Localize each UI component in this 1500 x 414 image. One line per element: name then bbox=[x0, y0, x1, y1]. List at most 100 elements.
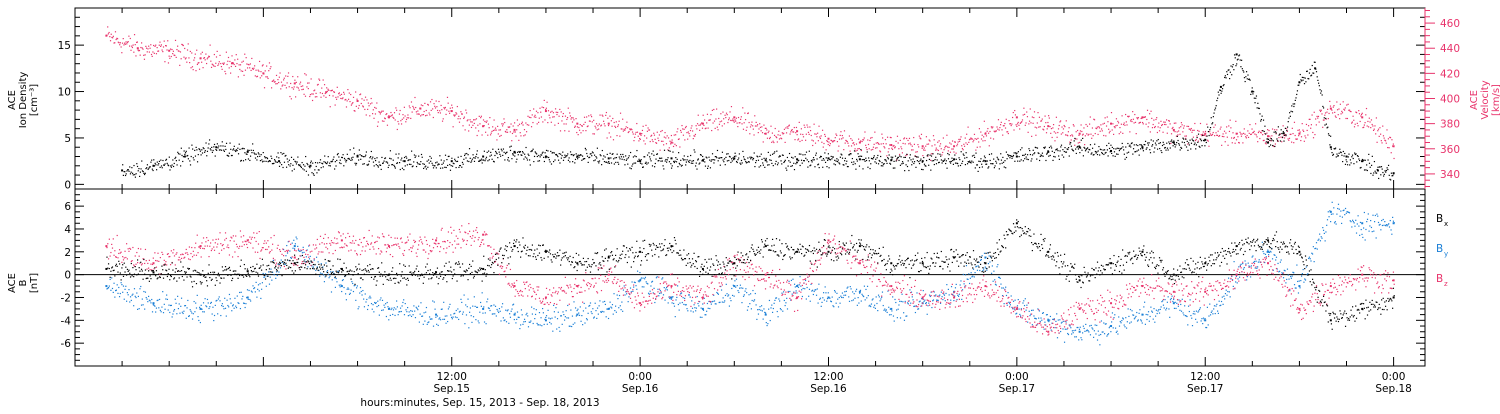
velocity-series-sample bbox=[237, 59, 238, 60]
by-series-sample bbox=[466, 314, 467, 315]
density-series-sample bbox=[1153, 140, 1154, 141]
density-series-sample bbox=[650, 160, 651, 161]
density-series-sample bbox=[198, 154, 199, 155]
velocity-series-sample bbox=[279, 77, 280, 78]
by-series-sample bbox=[265, 273, 266, 274]
density-series-sample bbox=[768, 164, 769, 165]
density-series-sample bbox=[554, 152, 555, 153]
density-series-sample bbox=[1125, 146, 1126, 147]
velocity-series-sample bbox=[585, 130, 586, 131]
by-series-sample bbox=[754, 299, 755, 300]
by-series-sample bbox=[840, 296, 841, 297]
density-series-sample bbox=[1271, 138, 1272, 139]
density-series-sample bbox=[809, 151, 810, 152]
velocity-series-sample bbox=[681, 125, 682, 126]
velocity-series-sample bbox=[191, 52, 192, 53]
density-series-sample bbox=[798, 160, 799, 161]
velocity-series-sample bbox=[556, 112, 557, 113]
density-series-sample bbox=[843, 164, 844, 165]
velocity-series-sample bbox=[799, 122, 800, 123]
density-series-sample bbox=[1206, 142, 1207, 143]
velocity-series-sample bbox=[671, 135, 672, 136]
density-series-sample bbox=[1018, 151, 1019, 152]
density-series-sample bbox=[766, 161, 767, 162]
velocity-series-sample bbox=[1017, 123, 1018, 124]
density-series-sample bbox=[800, 165, 801, 166]
velocity-series-sample bbox=[298, 87, 299, 88]
density-series-sample bbox=[776, 151, 777, 152]
density-series-sample bbox=[1019, 161, 1020, 162]
density-series-sample bbox=[1129, 146, 1130, 147]
density-series-sample bbox=[125, 175, 126, 176]
by-series-sample bbox=[453, 316, 454, 317]
by-series-sample bbox=[345, 293, 346, 294]
velocity-series-sample bbox=[322, 93, 323, 94]
velocity-series-sample bbox=[320, 97, 321, 98]
density-series-sample bbox=[250, 156, 251, 157]
density-series-sample bbox=[220, 149, 221, 150]
velocity-series-sample bbox=[849, 135, 850, 136]
density-series-sample bbox=[778, 162, 779, 163]
density-series-sample bbox=[811, 160, 812, 161]
by-series-sample bbox=[883, 305, 884, 306]
velocity-series-sample bbox=[1156, 117, 1157, 118]
velocity-series-sample bbox=[161, 44, 162, 45]
density-series-sample bbox=[646, 163, 647, 164]
by-series-sample bbox=[456, 317, 457, 318]
density-series-sample bbox=[400, 159, 401, 160]
density-series-sample bbox=[503, 148, 504, 149]
density-series-sample bbox=[635, 162, 636, 163]
by-series-sample bbox=[140, 286, 141, 287]
by-series-sample bbox=[828, 292, 829, 293]
velocity-series-sample bbox=[265, 76, 266, 77]
density-series-sample bbox=[1132, 142, 1133, 143]
by-series-sample bbox=[208, 308, 209, 309]
by-series-sample bbox=[800, 286, 801, 287]
velocity-series-sample bbox=[313, 93, 314, 94]
velocity-series-sample bbox=[783, 133, 784, 134]
by-series-sample bbox=[325, 262, 326, 263]
velocity-series-sample bbox=[1321, 110, 1322, 111]
velocity-series-sample bbox=[491, 131, 492, 132]
by-series-sample bbox=[361, 294, 362, 295]
velocity-series-sample bbox=[1116, 118, 1117, 119]
density-series-sample bbox=[793, 163, 794, 164]
density-series-sample bbox=[337, 154, 338, 155]
density-series-sample bbox=[1105, 152, 1106, 153]
density-series-sample bbox=[705, 166, 706, 167]
by-series-sample bbox=[336, 281, 337, 282]
velocity-series-sample bbox=[1278, 137, 1279, 138]
velocity-series-sample bbox=[1367, 125, 1368, 126]
velocity-series-sample bbox=[734, 119, 735, 120]
velocity-series-sample bbox=[154, 46, 155, 47]
density-series-sample bbox=[1079, 145, 1080, 146]
velocity-series-sample bbox=[1376, 117, 1377, 118]
velocity-series-sample bbox=[542, 121, 543, 122]
density-series-sample bbox=[939, 154, 940, 155]
by-series-sample bbox=[200, 322, 201, 323]
by-series-sample bbox=[594, 316, 595, 317]
velocity-series-sample bbox=[381, 111, 382, 112]
density-series-sample bbox=[934, 159, 935, 160]
by-series-sample bbox=[786, 298, 787, 299]
velocity-series-sample bbox=[142, 47, 143, 48]
velocity-series-sample bbox=[605, 115, 606, 116]
velocity-series-sample bbox=[978, 141, 979, 142]
density-series-sample bbox=[217, 147, 218, 148]
by-series-sample bbox=[444, 319, 445, 320]
density-series-sample bbox=[1171, 139, 1172, 140]
density-series-sample bbox=[537, 161, 538, 162]
density-series-sample bbox=[914, 161, 915, 162]
density-series-sample bbox=[1151, 139, 1152, 140]
density-series-sample bbox=[1153, 151, 1154, 152]
velocity-series-sample bbox=[1142, 122, 1143, 123]
velocity-series-sample bbox=[614, 122, 615, 123]
velocity-series-sample bbox=[683, 135, 684, 136]
by-series-sample bbox=[339, 285, 340, 286]
density-series-sample bbox=[188, 158, 189, 159]
velocity-series-sample bbox=[751, 124, 752, 125]
by-series-sample bbox=[551, 318, 552, 319]
density-series-sample bbox=[1246, 71, 1247, 72]
velocity-series-sample bbox=[599, 123, 600, 124]
velocity-series-sample bbox=[966, 134, 967, 135]
